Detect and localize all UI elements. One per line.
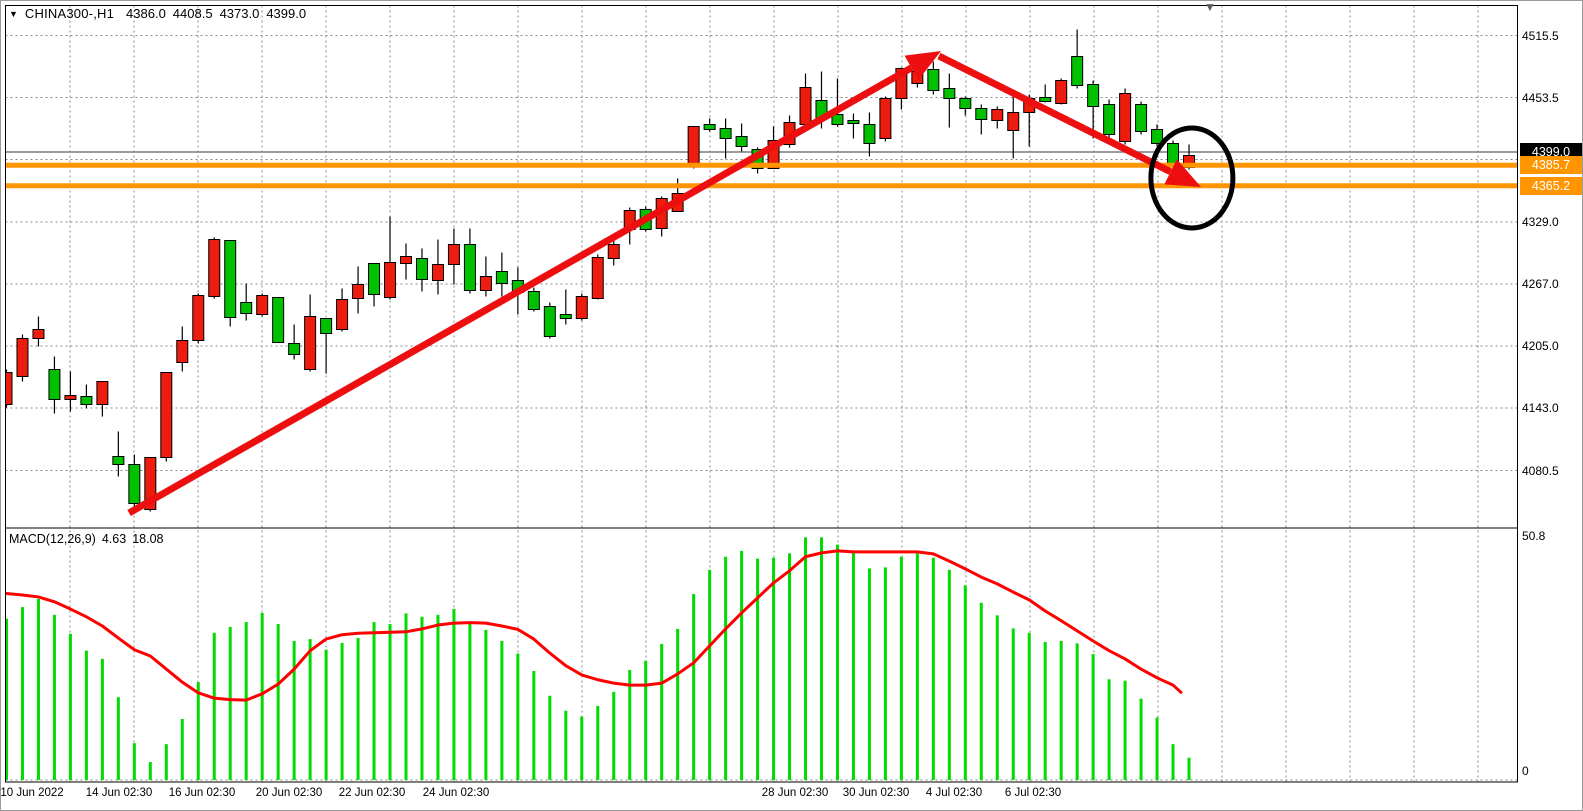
candle-body[interactable] (224, 240, 237, 318)
candle-body[interactable] (16, 338, 29, 377)
candle-body[interactable] (495, 271, 508, 284)
candle-body[interactable] (831, 114, 844, 125)
candles-layer[interactable] (1, 29, 1196, 512)
candle-body[interactable] (272, 297, 285, 343)
candle-body[interactable] (64, 395, 77, 400)
candle-body[interactable] (128, 464, 141, 504)
candle-body[interactable] (959, 98, 972, 109)
candle-body[interactable] (240, 302, 253, 314)
candle-body[interactable] (112, 456, 125, 465)
candle-body[interactable] (352, 284, 365, 299)
candle-body[interactable] (336, 299, 349, 330)
candle-body[interactable] (687, 126, 700, 167)
candle-body[interactable] (863, 124, 876, 144)
candle-body[interactable] (607, 244, 620, 259)
candle-body[interactable] (1103, 104, 1116, 135)
candle-body[interactable] (559, 314, 572, 319)
candle-body[interactable] (96, 381, 109, 405)
downtrend-arrow[interactable] (937, 52, 1202, 187)
candle-body[interactable] (575, 296, 588, 319)
candle-body[interactable] (735, 136, 748, 147)
candle-body[interactable] (400, 256, 412, 264)
candle-body[interactable] (160, 372, 173, 458)
candle-body[interactable] (384, 262, 397, 298)
candle-body[interactable] (879, 98, 892, 139)
candle-body[interactable] (703, 124, 716, 130)
candle-body[interactable] (591, 257, 604, 299)
highlight-ellipse[interactable] (1148, 125, 1236, 231)
candle-body[interactable] (1151, 129, 1164, 144)
candle-body[interactable] (1071, 56, 1084, 86)
candle-body[interactable] (1135, 104, 1148, 132)
candle-body[interactable] (991, 109, 1004, 121)
candle-body[interactable] (48, 369, 61, 400)
candle-body[interactable] (1039, 97, 1052, 102)
candle-body[interactable] (1119, 93, 1132, 142)
candle-body[interactable] (368, 263, 381, 295)
candle-body[interactable] (1055, 80, 1068, 104)
candle-body[interactable] (943, 88, 956, 99)
candle-body[interactable] (80, 396, 93, 405)
candle-body[interactable] (927, 69, 940, 91)
candle-body[interactable] (543, 306, 556, 337)
grid-lines (5, 5, 1518, 782)
candle-body[interactable] (847, 120, 860, 124)
uptrend-arrow[interactable] (127, 51, 942, 517)
candle-body[interactable] (208, 239, 221, 297)
candle-body[interactable] (320, 318, 333, 334)
candle-body[interactable] (176, 340, 189, 363)
candle-body[interactable] (527, 291, 540, 310)
candle-body[interactable] (304, 316, 317, 370)
candle-body[interactable] (288, 343, 301, 355)
candle-body[interactable] (1007, 112, 1020, 131)
candle-body[interactable] (1, 372, 13, 405)
candle-body[interactable] (431, 264, 444, 281)
macd-histogram (5, 537, 1191, 780)
macd-signal-line (5, 549, 1183, 702)
candle-body[interactable] (1087, 84, 1100, 107)
candle-body[interactable] (144, 457, 157, 510)
candle-body[interactable] (799, 87, 812, 125)
candle-body[interactable] (256, 295, 269, 315)
candle-body[interactable] (415, 258, 428, 280)
candle-body[interactable] (719, 128, 732, 139)
candle-body[interactable] (192, 295, 205, 341)
candle-body[interactable] (975, 108, 988, 120)
chart-frame (5, 5, 1518, 783)
candle-body[interactable] (447, 244, 460, 265)
candle-body[interactable] (767, 140, 780, 169)
candle-body[interactable] (479, 276, 492, 291)
candle-body[interactable] (895, 68, 908, 99)
candle-body[interactable] (32, 329, 45, 339)
candle-body[interactable] (463, 244, 476, 291)
